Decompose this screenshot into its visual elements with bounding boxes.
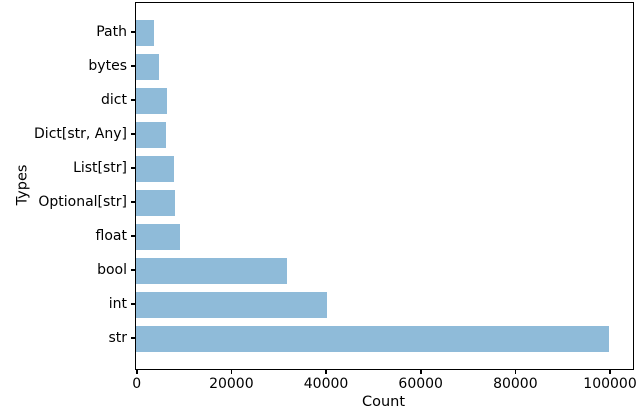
bar-bytes (136, 54, 159, 80)
y-tick-mark (131, 201, 135, 203)
bar-float (136, 224, 181, 250)
y-tick-label-bool: bool (97, 262, 127, 278)
bar-bool (136, 258, 287, 284)
x-tick-label-80000: 80000 (493, 376, 538, 392)
y-tick-mark (131, 235, 135, 237)
bar-list-str (136, 156, 175, 182)
x-tick-mark (230, 370, 233, 374)
y-tick-mark (131, 337, 135, 339)
x-tick-mark (609, 370, 611, 374)
y-tick-label-list-str: List[str] (73, 160, 127, 176)
x-tick-mark (514, 370, 517, 374)
x-tick-label-0: 0 (132, 376, 142, 392)
bar-int (136, 292, 327, 318)
bar-str (136, 326, 610, 352)
y-tick-label-str: str (108, 330, 127, 346)
y-tick-mark (131, 99, 135, 101)
bar-dict (136, 88, 167, 114)
y-tick-mark (131, 303, 135, 305)
y-tick-labels: Path bytes dict Dict[str, Any] List[str] Opti… (0, 2, 127, 368)
x-tick-label-20000: 20000 (209, 376, 254, 392)
bar-optional-str (136, 190, 175, 216)
y-tick-mark (131, 133, 135, 135)
y-tick-mark (131, 65, 135, 67)
y-tick-label-float: float (95, 228, 127, 244)
y-tick-label-bytes: bytes (88, 58, 127, 74)
y-tick-label-dict: dict (101, 92, 127, 108)
x-tick-mark (135, 370, 138, 374)
x-tick-label-60000: 60000 (398, 376, 443, 392)
y-tick-label-path: Path (96, 24, 127, 40)
x-tick-mark (325, 370, 327, 374)
plot-area (135, 2, 634, 370)
bar-path (136, 20, 154, 46)
y-tick-mark (131, 31, 135, 33)
x-tick-mark (419, 370, 422, 374)
x-tick-label-40000: 40000 (303, 376, 349, 392)
x-tick-label-100000: 100000 (583, 376, 637, 392)
y-tick-label-dict-str-any: Dict[str, Any] (34, 126, 127, 142)
y-tick-label-optional-str: Optional[str] (38, 194, 127, 210)
bar-dict-str-any (136, 122, 167, 148)
y-tick-mark (131, 269, 135, 271)
y-tick-label-int: int (108, 296, 127, 312)
x-axis-label: Count (361, 394, 406, 410)
y-tick-mark (131, 167, 135, 169)
